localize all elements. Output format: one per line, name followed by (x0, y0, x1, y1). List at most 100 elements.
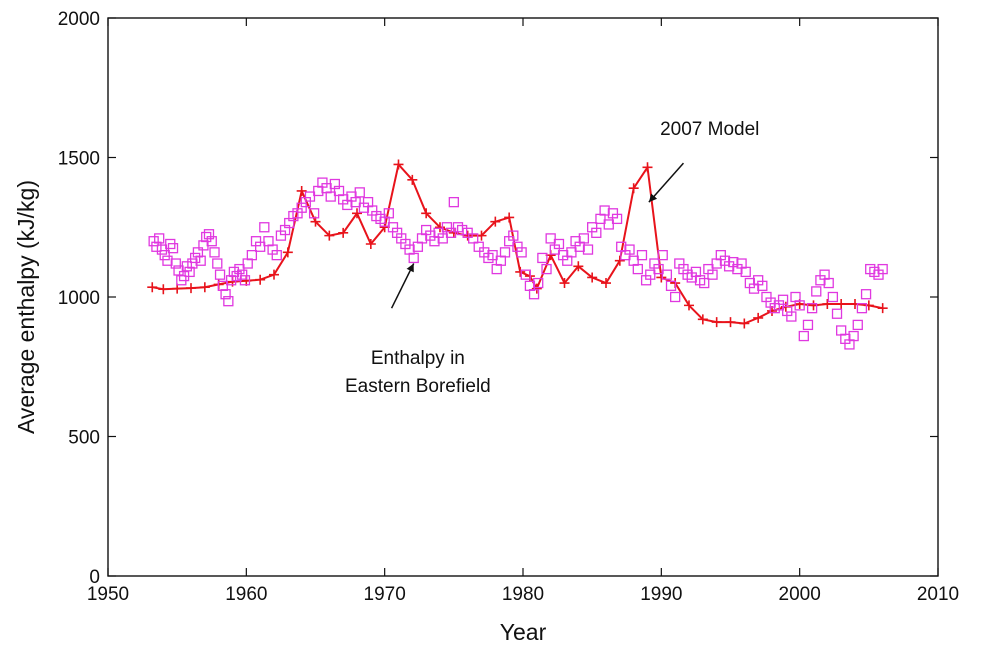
data-point-square (209, 247, 220, 258)
data-point-cross (435, 222, 445, 233)
series-0 (147, 159, 888, 329)
data-point-cross (587, 272, 598, 283)
data-point-square (308, 208, 320, 219)
data-point-square (445, 227, 457, 238)
data-point-square (811, 286, 822, 297)
annotation-0: 2007 Model (648, 119, 759, 203)
y-tick-label: 0 (89, 567, 100, 588)
data-point-square (790, 291, 801, 303)
annotation-arrow (648, 162, 685, 203)
data-point-square (246, 249, 258, 261)
data-point-square (220, 289, 231, 300)
data-point-square (170, 258, 181, 269)
data-point-cross (628, 183, 639, 194)
data-point-cross (614, 255, 625, 266)
data-point-square (416, 233, 428, 244)
data-point-square (661, 269, 673, 280)
data-point-cross (863, 300, 874, 311)
data-point-square (189, 252, 201, 264)
data-point-cross (753, 312, 764, 323)
data-point-square (206, 236, 217, 247)
data-point-square (632, 263, 643, 275)
data-point-square (437, 233, 448, 244)
data-point-square (645, 269, 656, 280)
data-point-square (578, 233, 590, 244)
data-point-square (653, 263, 664, 275)
data-point-square (553, 238, 565, 250)
series-1 (148, 177, 888, 350)
data-point-cross (393, 159, 404, 170)
y-tick-label: 2000 (58, 9, 100, 30)
data-point-square (603, 219, 614, 230)
data-point-square (516, 247, 527, 258)
data-point-cross (186, 283, 196, 294)
data-point-square (491, 263, 502, 275)
data-point-square (794, 300, 805, 311)
series-layer (147, 159, 888, 350)
x-axis-title: Year (500, 619, 547, 645)
data-point-square (599, 205, 610, 216)
data-point-cross (365, 238, 376, 249)
data-point-square (611, 213, 623, 225)
x-tick-label: 1980 (502, 584, 544, 605)
y-tick-label: 1500 (58, 149, 100, 170)
y-axis-title: Average enthalpy (kJ/kg) (13, 180, 39, 434)
data-point-cross (697, 314, 708, 325)
data-point-square (624, 244, 635, 255)
data-point-square (198, 240, 209, 251)
data-point-square (151, 241, 162, 252)
data-point-cross (725, 317, 736, 328)
annotation-label: Enthalpy in (371, 348, 465, 369)
data-point-square (156, 244, 168, 255)
data-point-cross (836, 298, 847, 309)
x-tick-label: 1960 (225, 584, 267, 605)
data-point-cross (407, 174, 418, 185)
data-point-square (159, 249, 170, 261)
data-point-square (408, 252, 419, 264)
data-point-cross (147, 282, 158, 293)
data-point-square (856, 303, 868, 314)
data-point-square (148, 236, 159, 247)
data-point-square (707, 269, 718, 280)
data-point-cross (531, 283, 542, 294)
data-point-square (827, 291, 839, 303)
data-point-square (860, 289, 872, 300)
data-point-square (499, 247, 511, 258)
data-point-square (234, 263, 245, 275)
annotation-label: Eastern Borefield (345, 376, 491, 397)
data-point-square (636, 249, 648, 261)
data-point-square (192, 247, 204, 258)
data-point-cross (421, 208, 432, 219)
data-point-square (325, 191, 336, 202)
data-point-cross (684, 300, 694, 311)
data-point-cross (352, 208, 362, 219)
data-point-cross (739, 318, 750, 329)
data-point-square (740, 266, 751, 278)
data-point-cross (199, 282, 210, 293)
data-point-square (383, 208, 394, 219)
data-point-square (802, 319, 814, 331)
data-point-cross (711, 317, 722, 328)
data-point-cross (282, 247, 293, 258)
data-point-square (566, 247, 577, 258)
data-point-square (237, 269, 248, 280)
data-point-square (537, 252, 548, 264)
data-point-square (181, 261, 193, 272)
data-point-square (473, 241, 484, 252)
data-point-cross (269, 269, 279, 280)
data-point-cross (296, 185, 307, 196)
data-point-square (520, 269, 531, 280)
data-point-square (657, 249, 668, 261)
annotation-arrow (390, 263, 415, 309)
data-point-cross (324, 230, 335, 241)
data-point-square (187, 258, 198, 269)
data-point-square (508, 230, 519, 241)
data-point-square (591, 227, 602, 238)
data-point-square (699, 277, 710, 289)
data-point-square (195, 255, 206, 266)
data-point-square (852, 319, 863, 331)
data-point-square (670, 291, 681, 303)
data-point-square (468, 233, 479, 244)
data-point-square (223, 296, 234, 307)
